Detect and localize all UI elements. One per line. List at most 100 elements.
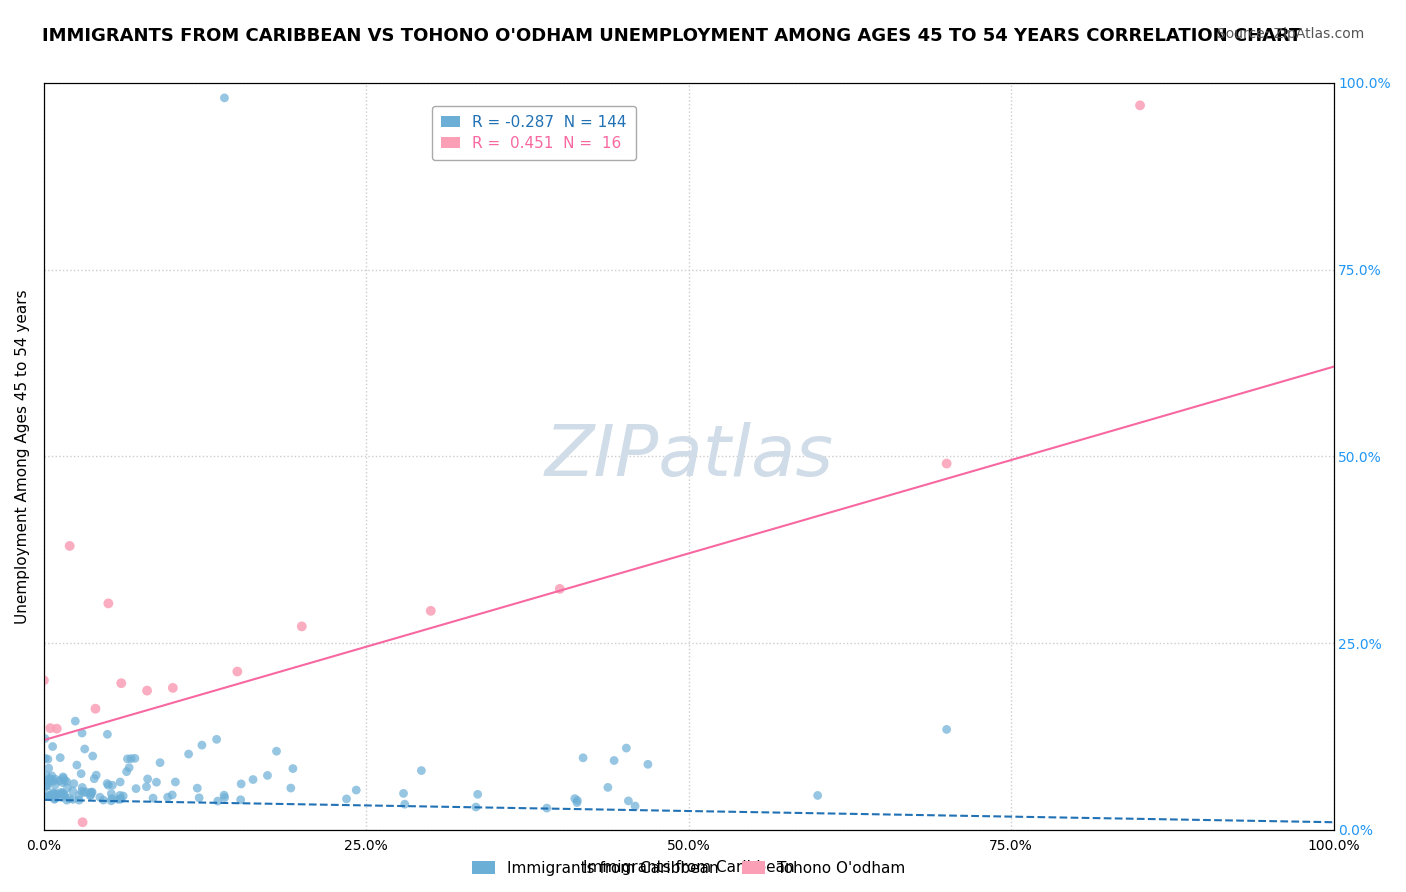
Point (59, 539, 82, 553)
Point (207, 794, 229, 808)
Point (37, 774, 59, 789)
Point (62, 777, 84, 791)
Point (565, 796, 588, 810)
Point (37, 788, 59, 802)
Point (145, 775, 167, 789)
Point (120, 751, 142, 765)
Text: Source: ZipAtlas.com: Source: ZipAtlas.com (1216, 27, 1364, 41)
Point (124, 751, 146, 765)
Point (56, 793, 79, 807)
Point (44, 772, 66, 787)
Point (34, 780, 56, 794)
Point (214, 91, 236, 105)
Point (394, 797, 416, 812)
Point (596, 780, 619, 795)
Point (52, 775, 75, 789)
Point (162, 681, 184, 695)
Point (935, 723, 957, 737)
Point (39, 789, 62, 804)
Point (38, 774, 60, 789)
Point (82, 749, 104, 764)
Point (100, 794, 122, 808)
Point (117, 752, 139, 766)
Point (52, 771, 75, 785)
Point (107, 792, 129, 806)
Point (80, 786, 103, 800)
Point (226, 665, 249, 679)
Point (56, 780, 79, 795)
Point (108, 792, 131, 806)
Point (108, 789, 131, 803)
Point (188, 790, 211, 805)
Point (97, 778, 120, 792)
Point (72, 815, 94, 830)
Point (67, 788, 90, 802)
Point (186, 781, 208, 796)
Point (177, 747, 200, 761)
Point (465, 800, 488, 814)
Point (624, 799, 647, 814)
Point (55, 774, 77, 789)
Point (45, 786, 67, 800)
Point (411, 764, 433, 778)
Point (115, 764, 138, 779)
Point (89, 790, 111, 805)
Point (142, 791, 165, 805)
Point (53, 788, 76, 802)
Point (72, 780, 94, 795)
Point (73, 785, 96, 799)
Point (191, 738, 214, 752)
Point (214, 790, 236, 805)
Point (935, 457, 957, 471)
Point (39, 721, 62, 735)
Point (156, 790, 179, 805)
Point (125, 781, 148, 796)
Point (35, 779, 58, 793)
Point (84, 702, 107, 716)
Point (84, 768, 107, 782)
Point (37, 772, 59, 787)
Point (44, 787, 66, 801)
Point (41, 788, 63, 802)
Point (62, 784, 84, 798)
Point (548, 582, 571, 596)
Point (52, 770, 75, 784)
Point (637, 757, 659, 772)
Point (41, 769, 63, 783)
Point (280, 780, 302, 795)
Point (39, 772, 62, 786)
Point (79, 789, 101, 803)
Point (344, 783, 367, 797)
Point (73, 742, 96, 756)
Point (41, 786, 63, 800)
Point (34, 751, 56, 765)
Point (80, 788, 103, 802)
Point (53, 773, 76, 788)
Point (256, 768, 278, 782)
Point (136, 683, 159, 698)
Point (45, 722, 67, 736)
Point (34, 731, 56, 746)
Point (567, 793, 589, 807)
Point (49, 750, 72, 764)
Legend: Immigrants from Caribbean, Tohono O'odham: Immigrants from Caribbean, Tohono O'odha… (465, 855, 911, 882)
Point (335, 792, 357, 806)
Point (44, 778, 66, 792)
Point (100, 787, 122, 801)
Point (229, 793, 252, 807)
Point (42, 774, 65, 789)
Point (162, 788, 184, 802)
Point (97, 596, 120, 610)
Point (38, 761, 60, 775)
Point (51, 787, 73, 801)
Point (58, 791, 80, 805)
Text: IMMIGRANTS FROM CARIBBEAN VS TOHONO O'ODHAM UNEMPLOYMENT AMONG AGES 45 TO 54 YEA: IMMIGRANTS FROM CARIBBEAN VS TOHONO O'OD… (42, 27, 1302, 45)
Point (39, 772, 62, 787)
Point (242, 772, 264, 787)
Point (392, 786, 415, 800)
Point (110, 792, 132, 806)
Point (44, 791, 66, 805)
Point (44, 792, 66, 806)
Point (231, 777, 253, 791)
Point (165, 775, 187, 789)
